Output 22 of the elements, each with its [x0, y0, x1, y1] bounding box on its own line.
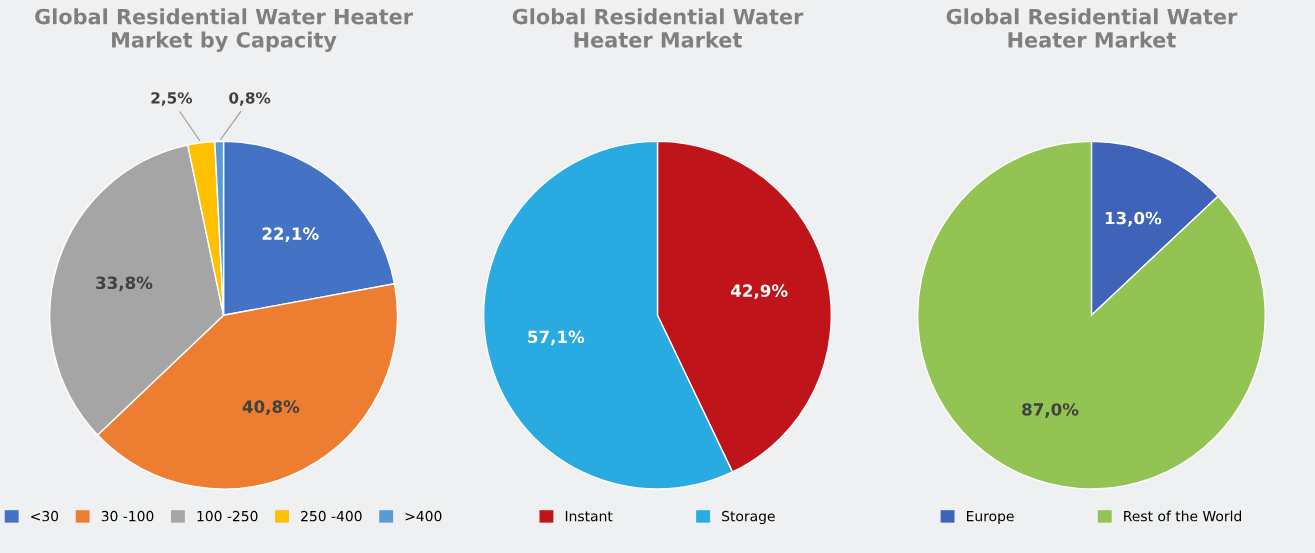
data-label: 57,1%	[528, 330, 585, 346]
legend-label: 30 -100	[101, 510, 154, 522]
legend-label: Instant	[565, 511, 613, 522]
data-label: 40,8%	[242, 400, 300, 416]
legend-label: <30	[31, 510, 59, 522]
pie-slice	[916, 140, 1266, 490]
data-label: 42,9%	[731, 284, 788, 300]
data-label: 13,0%	[1105, 211, 1162, 227]
legend-label: Storage	[722, 510, 775, 525]
data-label: 22,1%	[262, 227, 319, 243]
legend-label: Rest of the World	[1124, 510, 1242, 522]
legend-label: >400	[405, 510, 442, 522]
data-label: 2,5%	[151, 92, 193, 106]
data-label: 0,8%	[229, 92, 271, 106]
data-label: 33,8%	[96, 276, 153, 292]
legend-label: 250 -400	[301, 510, 362, 522]
chart-title: Global Residential Water Heater Market	[946, 8, 1238, 48]
legend-label: Europe	[966, 511, 1014, 525]
legend-label: 100 -250	[197, 510, 258, 522]
chart-title: Global Residential Water Heater Market by Capacity	[35, 8, 413, 52]
data-label: 87,0%	[1022, 403, 1079, 418]
chart-title: Global Residential Water Heater Market	[512, 8, 804, 48]
